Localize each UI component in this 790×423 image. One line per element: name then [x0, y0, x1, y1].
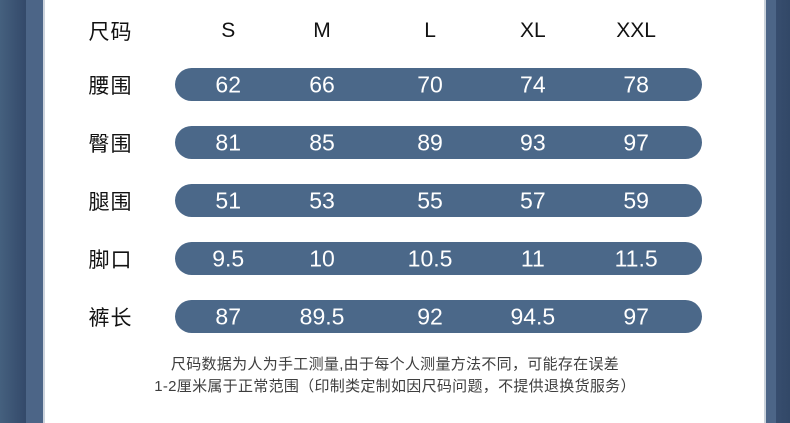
- left-frame-border: [0, 0, 45, 423]
- cell-value: 97: [623, 129, 649, 155]
- row-label: 臀围: [88, 132, 133, 156]
- cell-value: 62: [215, 71, 242, 97]
- row-label: 腿围: [88, 190, 133, 214]
- cell-value: 74: [520, 71, 546, 97]
- table-row-hip: 臀围 81 85 89 93 97: [46, 126, 763, 159]
- header-size-label: 尺码: [88, 20, 133, 44]
- cell-value: 11: [520, 245, 545, 271]
- cell-value: 10.5: [407, 245, 453, 271]
- right-frame-border: [764, 0, 790, 423]
- value-bar: 81 85 89 93 97: [175, 126, 702, 159]
- header-track: S M L XL XXL: [175, 14, 702, 47]
- size-table: 尺码 S M L XL XXL 腰围 62 66 70 74 78 臀围 81: [46, 0, 763, 333]
- table-header-row: 尺码 S M L XL XXL: [46, 14, 763, 47]
- cell-value: 53: [309, 187, 335, 213]
- value-bar: 51 53 55 57 59: [175, 184, 702, 217]
- row-label: 脚口: [88, 248, 133, 272]
- header-size-s: S: [221, 18, 236, 42]
- value-bar: 87 89.5 92 94.5 97: [175, 300, 702, 333]
- cell-value: 70: [417, 71, 443, 97]
- header-size-xxl: XXL: [616, 18, 656, 42]
- cell-value: 11.5: [614, 245, 658, 271]
- cell-value: 87: [215, 303, 242, 329]
- table-row-pants-length: 裤长 87 89.5 92 94.5 97: [46, 300, 763, 333]
- cell-value: 78: [623, 71, 649, 97]
- cell-value: 9.5: [212, 245, 245, 271]
- cell-value: 59: [623, 187, 649, 213]
- cell-value: 93: [520, 129, 546, 155]
- cell-value: 89: [417, 129, 443, 155]
- row-label: 裤长: [88, 306, 133, 330]
- value-bar: 9.5 10 10.5 11 11.5: [175, 242, 702, 275]
- cell-value: 55: [417, 187, 443, 213]
- header-size-l: L: [424, 18, 436, 42]
- cell-value: 89.5: [299, 303, 345, 329]
- table-row-leg-opening: 脚口 9.5 10 10.5 11 11.5: [46, 242, 763, 275]
- table-row-thigh: 腿围 51 53 55 57 59: [46, 184, 763, 217]
- cell-value: 81: [215, 129, 242, 155]
- header-size-xl: XL: [519, 18, 546, 42]
- disclaimer-line-2: 1-2厘米属于正常范围（印制类定制如因尺码问题，不提供退换货服务）: [154, 378, 636, 395]
- cell-value: 57: [520, 187, 546, 213]
- header-size-m: M: [313, 18, 331, 42]
- cell-value: 92: [417, 303, 443, 329]
- row-label: 腰围: [88, 74, 133, 98]
- table-row-waist: 腰围 62 66 70 74 78: [46, 68, 763, 101]
- cell-value: 10: [309, 245, 335, 271]
- cell-value: 94.5: [510, 303, 556, 329]
- value-bar: 62 66 70 74 78: [175, 68, 702, 101]
- measurement-disclaimer: 尺码数据为人为手工测量,由于每个人测量方法不同，可能存在误差 1-2厘米属于正常…: [0, 354, 790, 398]
- cell-value: 97: [623, 303, 649, 329]
- disclaimer-line-1: 尺码数据为人为手工测量,由于每个人测量方法不同，可能存在误差: [170, 356, 620, 373]
- cell-value: 66: [309, 71, 335, 97]
- cell-value: 51: [215, 187, 242, 213]
- cell-value: 85: [309, 129, 335, 155]
